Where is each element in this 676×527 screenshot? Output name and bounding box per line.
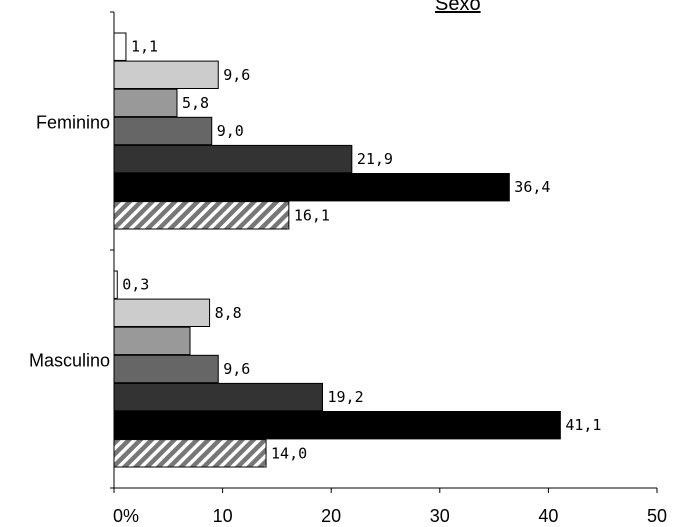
chart-title: Sexo [435, 0, 481, 15]
bar-feminino-2 [113, 60, 219, 89]
bar-masculino-3 [113, 326, 191, 356]
bars-layer [113, 32, 561, 468]
x-tick-label-0: 0% [113, 506, 139, 526]
data-label-masculino-1: 0,3 [122, 276, 149, 294]
data-label-masculino-2: 8,8 [215, 304, 242, 322]
bar-masculino-6 [113, 411, 561, 440]
x-tick-label-30: 30 [430, 506, 450, 526]
x-tick-label-50: 50 [647, 506, 667, 526]
data-label-feminino-5: 21,9 [357, 150, 393, 168]
bar-masculino-4 [113, 354, 219, 384]
x-ticks-layer: 0% 10 20 30 40 50 [113, 488, 667, 526]
bar-masculino-7 [113, 439, 267, 468]
x-tick-label-20: 20 [321, 506, 341, 526]
data-label-feminino-4: 9,0 [217, 122, 244, 140]
category-label-feminino: Feminino [36, 112, 110, 132]
axes-layer [110, 11, 657, 489]
data-label-feminino-1: 1,1 [131, 38, 158, 56]
bar-feminino-1 [113, 32, 127, 61]
data-label-masculino-4: 9,6 [223, 360, 250, 378]
category-labels-layer: Feminino Masculino [29, 112, 110, 370]
data-label-feminino-3: 5,8 [182, 94, 209, 112]
data-label-feminino-6: 36,4 [514, 178, 550, 196]
bar-masculino-5 [113, 382, 324, 412]
bar-masculino-2 [113, 298, 211, 328]
data-label-masculino-6: 41,1 [565, 416, 601, 434]
x-tick-label-40: 40 [538, 506, 558, 526]
x-tick-label-10: 10 [213, 506, 233, 526]
data-label-masculino-7: 14,0 [271, 444, 307, 462]
bar-feminino-7 [113, 201, 290, 230]
data-label-feminino-7: 16,1 [294, 206, 330, 224]
bar-feminino-4 [113, 116, 213, 146]
data-labels-layer: 1,1 9,6 5,8 9,0 21,9 36,4 16,1 0,3 8,8 9,6 19,2 41,… [122, 38, 601, 463]
data-label-masculino-5: 19,2 [328, 388, 364, 406]
category-label-masculino: Masculino [29, 350, 110, 370]
bar-feminino-3 [113, 88, 178, 118]
bar-feminino-5 [113, 144, 353, 174]
bar-feminino-6 [113, 173, 510, 202]
data-label-feminino-2: 9,6 [223, 66, 250, 84]
